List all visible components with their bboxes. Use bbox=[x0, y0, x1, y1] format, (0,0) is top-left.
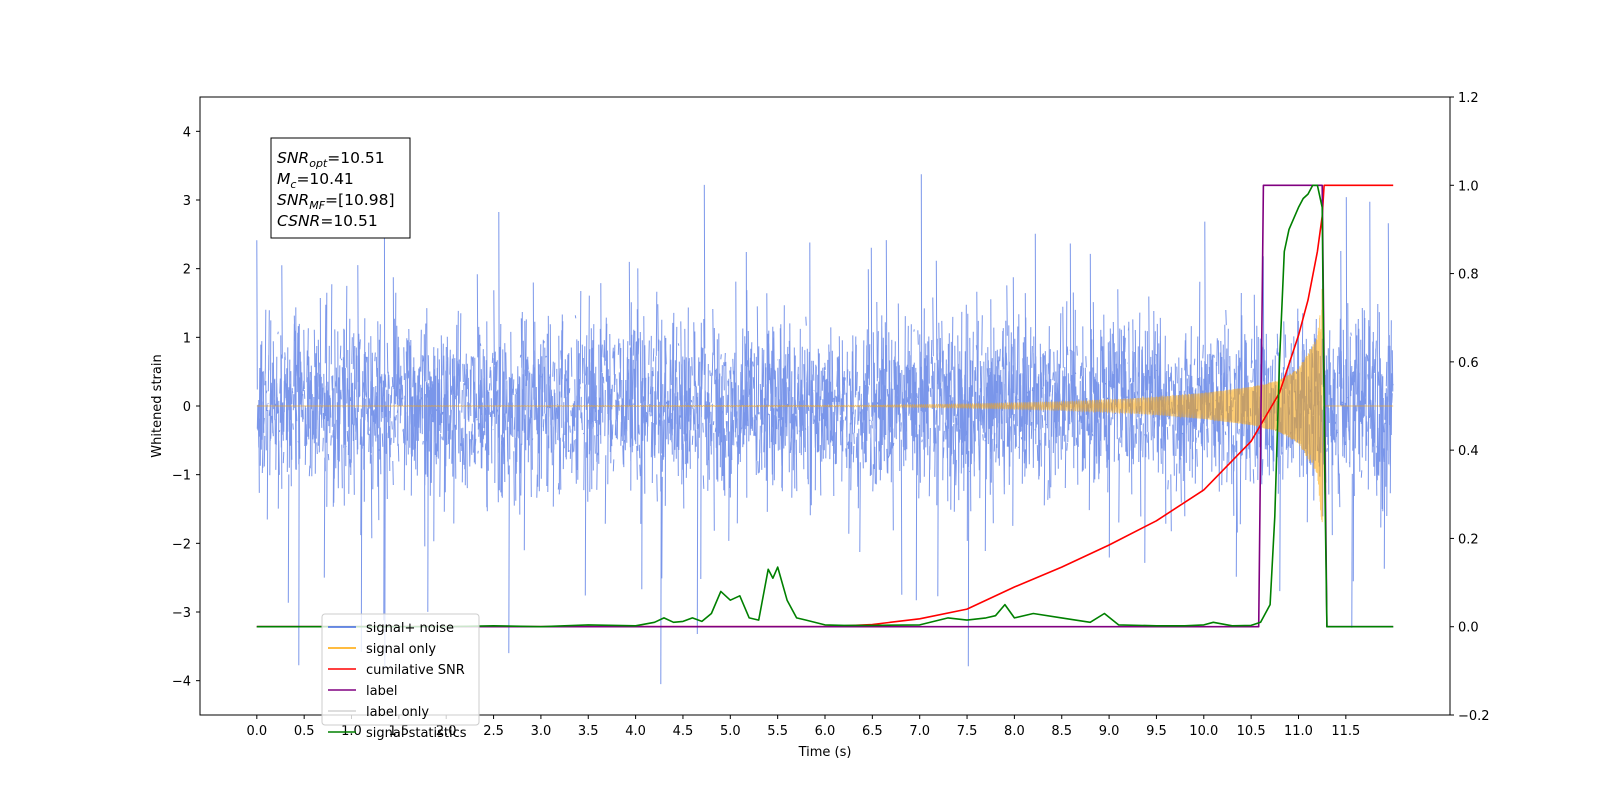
x-tick-label: 6.0 bbox=[815, 724, 836, 739]
annotation-line: CSNR=10.51 bbox=[277, 212, 378, 230]
series-signal-only bbox=[256, 288, 1394, 523]
x-tick-label: 8.0 bbox=[1004, 724, 1025, 739]
x-tick-label: 6.5 bbox=[862, 724, 883, 739]
right-y-axis-ticks: −0.2 0.0 0.2 0.4 0.6 0.8 1.0 1.2 bbox=[1450, 91, 1490, 724]
left-y-tick-label: −4 bbox=[172, 675, 191, 690]
right-y-tick-label: 0.2 bbox=[1458, 532, 1479, 547]
left-y-tick-label: −1 bbox=[172, 469, 191, 484]
x-tick-label: 7.0 bbox=[909, 724, 930, 739]
x-tick-label: 10.0 bbox=[1189, 724, 1218, 739]
legend: signal+ noise signal only cumilative SNR la… bbox=[321, 613, 480, 741]
legend-entry: label bbox=[366, 684, 397, 699]
legend-entry: signal only bbox=[366, 642, 436, 657]
annotation-line: Mc=10.41 bbox=[277, 170, 354, 191]
x-tick-label: 2.0 bbox=[436, 724, 457, 739]
legend-entry: signal+ noise bbox=[366, 621, 454, 636]
x-axis-ticks: 0.0 0.5 1.0 1.5 2.0 2.5 3.0 3.5 4.0 4.5 5.0 5.5 6.0 6… bbox=[246, 715, 1360, 739]
legend-entry: signal statistics bbox=[366, 726, 467, 741]
left-y-tick-label: 0 bbox=[183, 400, 191, 415]
x-tick-label: 9.0 bbox=[1099, 724, 1120, 739]
left-y-tick-label: −3 bbox=[172, 606, 191, 621]
x-tick-label: 3.0 bbox=[531, 724, 552, 739]
right-y-tick-label: 0.0 bbox=[1458, 621, 1479, 636]
x-tick-label: 5.5 bbox=[767, 724, 788, 739]
right-y-tick-label: 1.2 bbox=[1458, 91, 1479, 106]
right-y-tick-label: 0.8 bbox=[1458, 268, 1479, 283]
left-y-tick-label: 4 bbox=[183, 125, 191, 140]
x-tick-label: 0.5 bbox=[294, 724, 315, 739]
x-tick-label: 2.5 bbox=[483, 724, 504, 739]
x-tick-label: 11.0 bbox=[1284, 724, 1313, 739]
annotation-line: SNRMF=[10.98] bbox=[277, 191, 395, 212]
x-tick-label: 4.5 bbox=[673, 724, 694, 739]
x-tick-label: 11.5 bbox=[1331, 724, 1360, 739]
x-tick-label: 5.0 bbox=[720, 724, 741, 739]
right-y-tick-label: −0.2 bbox=[1458, 709, 1490, 724]
legend-entry: label only bbox=[366, 705, 429, 720]
x-tick-label: 10.5 bbox=[1237, 724, 1266, 739]
x-axis-label: Time (s) bbox=[798, 745, 852, 760]
x-tick-label: 4.0 bbox=[625, 724, 646, 739]
series-signal-noise bbox=[256, 151, 1394, 685]
y-axis-label: Whitened strain bbox=[150, 354, 165, 457]
annotation-box: SNRopt=10.51Mc=10.41SNRMF=[10.98]CSNR=10… bbox=[270, 137, 411, 239]
x-tick-label: 1.5 bbox=[389, 724, 410, 739]
left-y-tick-label: 2 bbox=[183, 263, 191, 278]
right-y-tick-label: 0.6 bbox=[1458, 356, 1479, 371]
left-y-tick-label: −2 bbox=[172, 537, 191, 552]
left-y-tick-label: 1 bbox=[183, 331, 191, 346]
x-tick-label: 7.5 bbox=[957, 724, 978, 739]
x-tick-label: 3.5 bbox=[578, 724, 599, 739]
plot-area bbox=[256, 151, 1394, 685]
x-tick-label: 8.5 bbox=[1051, 724, 1072, 739]
right-y-tick-label: 0.4 bbox=[1458, 444, 1479, 459]
left-y-tick-label: 3 bbox=[183, 194, 191, 209]
legend-entry: cumilative SNR bbox=[366, 663, 465, 678]
annotation-frame bbox=[270, 137, 411, 239]
legend-frame bbox=[321, 613, 480, 726]
annotation-line: SNRopt=10.51 bbox=[277, 149, 385, 170]
series-signal-statistics bbox=[256, 184, 1394, 628]
right-y-tick-label: 1.0 bbox=[1458, 179, 1479, 194]
x-tick-label: 0.0 bbox=[246, 724, 267, 739]
left-y-axis-ticks: −4 −3 −2 −1 0 1 2 3 4 bbox=[172, 125, 200, 690]
x-tick-label: 9.5 bbox=[1146, 724, 1167, 739]
